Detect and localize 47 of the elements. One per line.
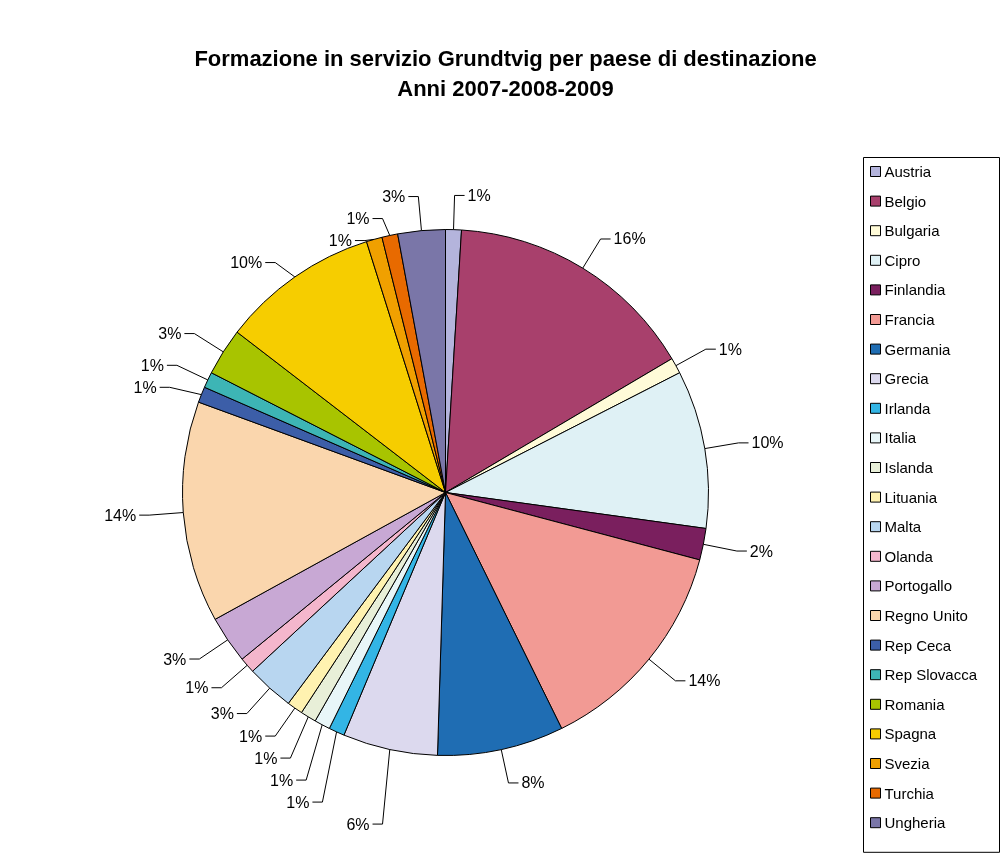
legend-label: Cipro: [884, 251, 921, 269]
legend-label: Turchia: [884, 784, 935, 802]
data-label: 1%: [254, 749, 278, 767]
legend-label: Islanda: [884, 459, 934, 476]
legend-label: Portogallo: [884, 577, 953, 595]
data-label: 14%: [104, 506, 137, 524]
data-label: 3%: [210, 705, 234, 723]
data-label: 8%: [521, 774, 545, 792]
data-label: 1%: [239, 727, 263, 745]
legend-label: Belgio: [884, 192, 927, 210]
data-label: 1%: [140, 356, 164, 374]
legend-label: Rep Slovacca: [884, 666, 978, 684]
legend-label: Malta: [884, 518, 922, 536]
data-label: 1%: [718, 340, 742, 358]
legend-label: Regno Unito: [884, 607, 968, 624]
data-label: 1%: [286, 793, 310, 811]
legend-label: Francia: [884, 311, 936, 328]
data-label: 1%: [185, 679, 209, 697]
data-label: 1%: [270, 771, 294, 789]
legend-label: Rep Ceca: [884, 636, 952, 654]
legend-label: Svezia: [884, 755, 931, 772]
data-label: 1%: [328, 232, 352, 250]
legend-label: Finlandia: [884, 281, 947, 299]
data-label: 16%: [613, 230, 646, 248]
data-label: 6%: [346, 815, 370, 833]
legend-label: Germania: [884, 340, 952, 358]
data-label: 1%: [467, 186, 491, 204]
data-label: 3%: [382, 188, 406, 206]
data-label: 3%: [163, 650, 187, 668]
data-label: 3%: [158, 325, 182, 343]
legend-label: Romania: [884, 695, 946, 713]
data-label: 10%: [751, 434, 784, 452]
legend-label: Ungheria: [884, 814, 947, 832]
chart-title: Formazione in servizio Grundtvig per paese di destinazione Anni 2007-2008-2009: [194, 46, 817, 101]
legend-label: Bulgaria: [884, 222, 941, 240]
legend-label: Austria: [884, 163, 932, 180]
data-label: 1%: [133, 378, 157, 396]
legend-label: Spagna: [884, 725, 937, 743]
data-label: 10%: [230, 254, 263, 272]
legend-label: Irlanda: [884, 399, 932, 417]
legend-label: Italia: [884, 429, 917, 447]
legend-label: Olanda: [884, 547, 934, 565]
data-label: 2%: [749, 542, 773, 560]
legend-label: Lituania: [884, 488, 938, 506]
data-label: 1%: [346, 210, 370, 228]
legend-label: Grecia: [884, 370, 930, 388]
data-label: 14%: [688, 672, 721, 690]
